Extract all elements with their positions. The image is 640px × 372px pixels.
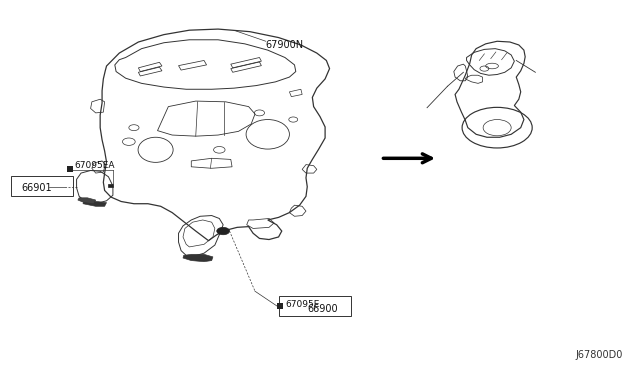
Polygon shape	[183, 254, 213, 262]
Polygon shape	[108, 184, 113, 187]
Text: J67800D0: J67800D0	[575, 350, 623, 359]
Polygon shape	[83, 201, 106, 206]
Text: 67095E: 67095E	[285, 299, 319, 309]
Text: 66901: 66901	[22, 183, 52, 193]
Polygon shape	[78, 198, 96, 204]
Text: 67095EA: 67095EA	[75, 161, 115, 170]
Text: 67900N: 67900N	[266, 40, 304, 50]
Circle shape	[217, 227, 230, 235]
Text: 66900: 66900	[307, 305, 338, 314]
